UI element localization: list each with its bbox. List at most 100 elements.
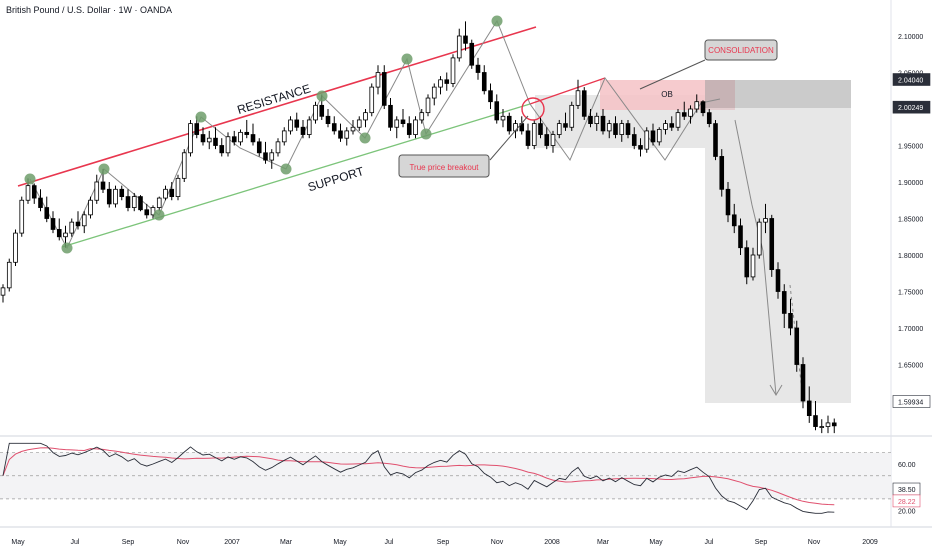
candle bbox=[44, 196, 50, 223]
pivot-marker bbox=[195, 111, 207, 123]
candle-body bbox=[13, 232, 18, 263]
candle bbox=[450, 54, 456, 88]
x-tick-label: Nov bbox=[808, 539, 821, 546]
candle bbox=[294, 112, 300, 131]
candle bbox=[81, 211, 87, 234]
y-tick-label: 1.85000 bbox=[898, 217, 923, 224]
candle-body bbox=[638, 145, 643, 150]
candle-body bbox=[694, 101, 700, 110]
candle-body bbox=[794, 327, 800, 365]
candle bbox=[600, 109, 606, 135]
candle bbox=[569, 101, 575, 131]
candle-body bbox=[525, 130, 531, 146]
candle-body bbox=[731, 214, 737, 227]
candle bbox=[475, 57, 481, 80]
candle-body bbox=[738, 225, 743, 249]
x-tick-label: May bbox=[11, 539, 25, 546]
candle bbox=[250, 123, 256, 146]
pivots bbox=[24, 15, 503, 254]
x-tick-label: 2007 bbox=[224, 539, 240, 546]
candle bbox=[700, 100, 706, 117]
candle bbox=[6, 258, 12, 292]
candle-body bbox=[213, 137, 218, 146]
rsi-line bbox=[2, 442, 835, 514]
candle bbox=[175, 174, 181, 201]
candle-body bbox=[494, 101, 500, 121]
candle bbox=[625, 119, 631, 139]
candle-body bbox=[0, 287, 6, 296]
candle-body bbox=[38, 197, 43, 208]
pivot-marker bbox=[316, 90, 328, 102]
pivot-marker bbox=[359, 132, 371, 144]
candle bbox=[744, 240, 750, 285]
candle-body bbox=[100, 181, 106, 190]
support-line[interactable] bbox=[61, 103, 531, 248]
candle bbox=[406, 116, 412, 139]
candle bbox=[219, 138, 225, 157]
candle-body bbox=[69, 221, 75, 234]
candle-body bbox=[806, 400, 812, 417]
time-axis[interactable]: May Jul Sep Nov 2007 Mar May Jul Sep Nov 2008 Mar Ma… bbox=[11, 539, 878, 546]
target-zone bbox=[705, 108, 851, 403]
candle-body bbox=[31, 185, 37, 199]
candle bbox=[238, 129, 243, 146]
candle bbox=[469, 39, 475, 69]
y-tick-label: 1.95000 bbox=[898, 144, 923, 151]
candle-body bbox=[206, 137, 212, 143]
pivot-marker bbox=[280, 163, 292, 175]
candle bbox=[344, 127, 350, 146]
candle-body bbox=[75, 221, 81, 227]
candle bbox=[350, 119, 356, 135]
candle bbox=[769, 214, 775, 277]
candle-body bbox=[750, 254, 756, 278]
rsi-value-label: 38.50 bbox=[898, 487, 916, 494]
candle-body bbox=[306, 119, 312, 135]
candle bbox=[144, 203, 150, 219]
y-tick-label: 2.10000 bbox=[898, 34, 923, 41]
candle bbox=[231, 130, 237, 146]
candle-body bbox=[94, 181, 100, 201]
resistance-line[interactable] bbox=[17, 26, 537, 187]
candle bbox=[781, 284, 787, 328]
candle bbox=[131, 192, 137, 212]
candle-body bbox=[106, 188, 112, 205]
candle bbox=[538, 116, 543, 139]
candle bbox=[800, 357, 806, 409]
candle bbox=[825, 415, 831, 434]
candle-body bbox=[400, 119, 406, 124]
candle bbox=[256, 138, 262, 157]
candle-body bbox=[506, 115, 512, 132]
candle bbox=[694, 94, 700, 113]
rsi-pane[interactable]: 60.00 20.00 38.50 28.22 bbox=[0, 442, 921, 515]
candle bbox=[125, 189, 131, 212]
candle bbox=[588, 109, 593, 128]
candle bbox=[613, 116, 618, 139]
pivot-marker bbox=[491, 15, 503, 27]
pivot-marker bbox=[61, 242, 73, 254]
candle-body bbox=[50, 218, 56, 230]
ob-label: OB bbox=[661, 90, 673, 99]
candle-body bbox=[394, 119, 400, 128]
candle bbox=[169, 182, 175, 201]
candle-body bbox=[444, 79, 450, 84]
candle-body bbox=[319, 104, 325, 117]
candle-body bbox=[769, 218, 775, 270]
candle-body bbox=[281, 130, 287, 143]
consolidation-callout-box bbox=[704, 39, 778, 61]
candle-body bbox=[238, 131, 243, 143]
candle-body bbox=[419, 112, 425, 121]
price-axis[interactable]: 2.100002.050002.000001.950001.900001.850… bbox=[892, 34, 931, 408]
pivot-marker bbox=[401, 53, 413, 65]
candle-body bbox=[256, 141, 262, 154]
symbol-title: British Pound / U.S. Dollar · 1W · OANDA bbox=[6, 5, 173, 15]
candle bbox=[806, 386, 812, 423]
y-tick-label: 1.75000 bbox=[898, 290, 923, 297]
candle bbox=[738, 218, 743, 255]
candle-body bbox=[763, 218, 768, 223]
candle bbox=[281, 127, 287, 146]
candle-body bbox=[300, 126, 306, 135]
candle-body bbox=[288, 119, 293, 132]
candle-body bbox=[356, 119, 362, 128]
candle bbox=[556, 119, 562, 139]
